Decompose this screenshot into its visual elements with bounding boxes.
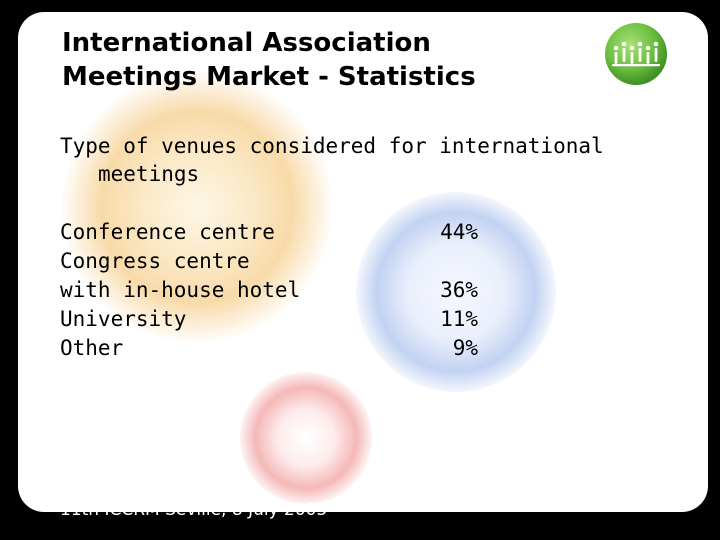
slide-subtitle: Type of venues considered for internatio… — [60, 132, 604, 188]
decorative-orange-circle — [62, 72, 332, 342]
title-line-1: International Association — [62, 28, 431, 58]
percentage-value: 44% — [440, 220, 478, 244]
spacer — [416, 247, 478, 276]
decorative-blue-circle — [356, 192, 556, 392]
percentage-list: 44% 36% 11% 9% — [416, 218, 478, 363]
percentage-value: 9% — [452, 336, 478, 360]
slide-panel — [18, 12, 708, 512]
people-group-logo-icon — [604, 22, 668, 86]
slide-title: International Association Meetings Marke… — [62, 26, 476, 94]
decorative-red-circle — [240, 372, 372, 504]
subtitle-line-2: meetings — [98, 162, 200, 186]
venue-item: Congress centre — [60, 249, 250, 273]
venue-item: Conference centre — [60, 220, 275, 244]
venue-list: Conference centre Congress centre with i… — [60, 218, 300, 363]
venue-item: University — [60, 307, 187, 331]
venue-item: with in-house hotel — [60, 278, 301, 302]
slide-footer: 11th ICCRM Seville, 8 July 2005 — [60, 500, 328, 520]
percentage-value: 36% — [440, 278, 478, 302]
percentage-value: 11% — [440, 307, 478, 331]
subtitle-line-1: Type of venues considered for internatio… — [60, 134, 604, 158]
venue-item: Other — [60, 336, 124, 360]
title-line-2: Meetings Market - Statistics — [62, 62, 476, 92]
